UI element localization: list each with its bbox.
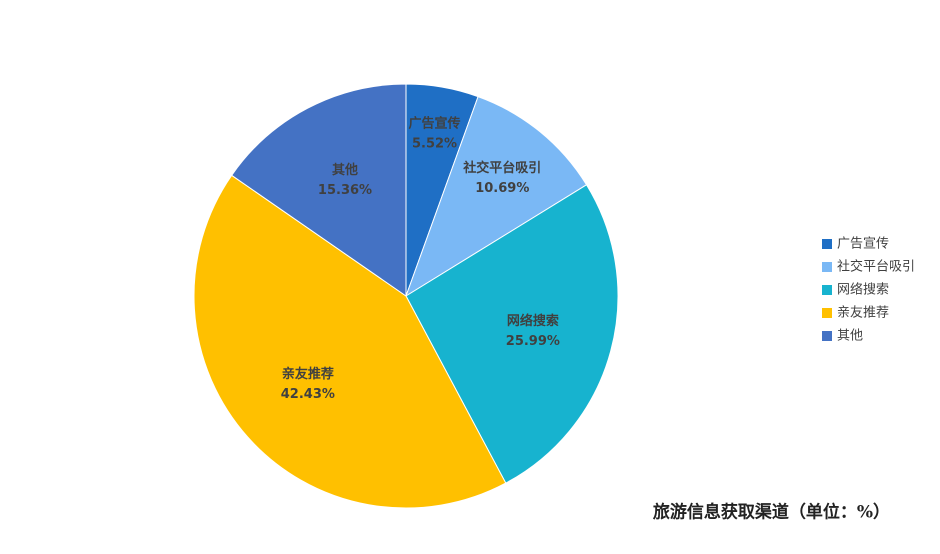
legend-label: 广告宣传 bbox=[837, 236, 889, 252]
slice-value: 10.69% bbox=[475, 181, 529, 196]
slice-value: 25.99% bbox=[506, 334, 560, 349]
slice-label: 亲友推荐 bbox=[282, 366, 334, 382]
slice-label: 社交平台吸引 bbox=[462, 160, 541, 176]
legend-label: 亲友推荐 bbox=[837, 305, 889, 321]
legend-swatch bbox=[822, 285, 832, 295]
slice-value: 15.36% bbox=[318, 183, 372, 198]
slice-label: 其他 bbox=[332, 162, 358, 178]
chart-title: 旅游信息获取渠道（单位：%） bbox=[653, 502, 890, 523]
legend-label: 社交平台吸引 bbox=[837, 259, 915, 275]
slice-value: 5.52% bbox=[412, 137, 457, 152]
slice-label: 广告宣传 bbox=[409, 116, 461, 132]
legend-swatch bbox=[822, 262, 832, 272]
pie-slice bbox=[231, 83, 407, 297]
slice-label: 网络搜索 bbox=[507, 313, 559, 329]
legend-swatch bbox=[822, 331, 832, 341]
legend-label: 网络搜索 bbox=[837, 282, 889, 298]
pie-slice bbox=[405, 184, 619, 484]
legend-swatch bbox=[822, 308, 832, 318]
legend-swatch bbox=[822, 239, 832, 249]
pie-slice bbox=[405, 95, 588, 298]
legend-label: 其他 bbox=[837, 329, 863, 344]
slice-value: 42.43% bbox=[281, 387, 335, 402]
pie-slice bbox=[193, 174, 507, 509]
